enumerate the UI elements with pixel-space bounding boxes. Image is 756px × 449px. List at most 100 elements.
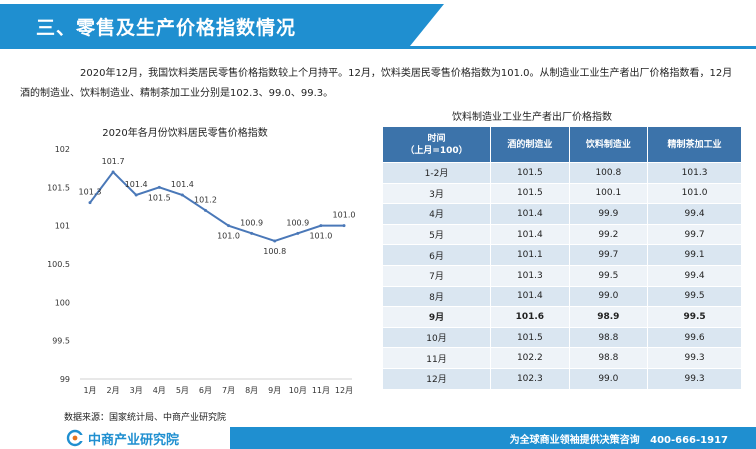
y-tick-label: 100 — [55, 298, 70, 307]
table-row: 3月 101.5 100.1 101.0 — [381, 182, 742, 205]
cell-liquor: 102.2 — [490, 347, 570, 369]
x-tick-label: 2月 — [107, 386, 120, 395]
x-tick-label: 10月 — [289, 386, 307, 395]
data-source: 数据来源：国家统计局、中商产业研究院 — [64, 413, 227, 423]
cell-liquor: 101.4 — [490, 285, 570, 308]
x-tick-label: 11月 — [312, 386, 330, 395]
table-row: 5月 101.4 99.2 99.7 — [381, 223, 742, 246]
table-row: 9月 101.6 98.9 99.5 — [381, 306, 742, 328]
data-point — [227, 224, 231, 228]
cell-time: 7月 — [381, 264, 492, 287]
cell-time: 10月 — [381, 326, 492, 349]
y-tick-label: 101 — [55, 222, 70, 231]
header-beverage: 饮料制造业 — [568, 126, 649, 163]
table-title: 饮料制造业工业生产者出厂价格指数 — [452, 112, 612, 123]
header: 三、零售及生产价格指数情况 — [0, 0, 756, 49]
ppi-table: 时间 （上月=100） 酒的制造业 饮料制造业 精制茶加工业 1-2月 101.5 1… — [381, 126, 742, 390]
y-tick-label: 102 — [55, 145, 70, 154]
data-point — [296, 231, 300, 235]
x-tick-label: 3月 — [130, 386, 143, 395]
data-point — [157, 185, 161, 189]
data-label: 101.0 — [309, 232, 332, 241]
data-label: 101.3 — [79, 188, 102, 197]
footer-phone: 400-666-1917 — [650, 435, 728, 446]
data-point — [342, 224, 346, 228]
ccid-logo-icon — [66, 429, 84, 447]
cell-time: 6月 — [381, 244, 492, 266]
data-point — [250, 231, 254, 235]
cell-liquor: 101.6 — [490, 306, 570, 328]
cell-time: 8月 — [381, 285, 492, 308]
data-label: 101.4 — [171, 180, 194, 189]
y-tick-label: 99.5 — [52, 337, 70, 346]
cell-tea: 99.3 — [647, 347, 742, 369]
cell-time: 5月 — [381, 223, 492, 246]
cell-beverage: 98.8 — [568, 347, 649, 369]
data-label: 101.7 — [102, 157, 125, 166]
chart-title: 2020年各月份饮料居民零售价格指数 — [102, 128, 268, 139]
table-row: 10月 101.5 98.8 99.6 — [381, 326, 742, 349]
table-row: 4月 101.4 99.9 99.4 — [381, 203, 742, 225]
data-label: 100.9 — [286, 218, 309, 227]
data-label: 101.2 — [194, 195, 217, 204]
cell-beverage: 100.8 — [568, 162, 649, 184]
cell-beverage: 99.5 — [568, 264, 649, 287]
footer-logo: 中商产业研究院 — [66, 428, 179, 448]
cell-beverage: 99.0 — [568, 367, 649, 390]
table-header-row: 时间 （上月=100） 酒的制造业 饮料制造业 精制茶加工业 — [381, 126, 742, 163]
summary-paragraph: 2020年12月，我国饮料类居民零售价格指数较上个月持平。12月，饮料类居民零售… — [20, 68, 733, 99]
header-bar — [0, 4, 444, 46]
table-row: 12月 102.3 99.0 99.3 — [381, 367, 742, 390]
x-tick-label: 9月 — [268, 386, 281, 395]
data-label: 101.0 — [333, 211, 356, 220]
cell-tea: 99.4 — [647, 264, 742, 287]
cell-liquor: 101.3 — [490, 264, 570, 287]
cell-tea: 99.5 — [647, 306, 742, 328]
cell-tea: 99.4 — [647, 203, 742, 225]
cell-tea: 99.1 — [647, 244, 742, 266]
footer-logo-area — [0, 427, 230, 449]
cell-tea: 99.3 — [647, 367, 742, 390]
x-tick-label: 8月 — [245, 386, 258, 395]
table-row: 8月 101.4 99.0 99.5 — [381, 285, 742, 308]
table-row: 1-2月 101.5 100.8 101.3 — [381, 162, 742, 184]
cell-tea: 99.5 — [647, 285, 742, 308]
page-title: 三、零售及生产价格指数情况 — [36, 17, 297, 39]
data-point — [134, 193, 138, 197]
cell-beverage: 99.0 — [568, 285, 649, 308]
cell-tea: 99.7 — [647, 223, 742, 246]
data-point — [88, 201, 92, 205]
cell-liquor: 101.4 — [490, 203, 570, 225]
cell-time: 11月 — [381, 347, 492, 369]
x-tick-label: 6月 — [199, 386, 212, 395]
data-point — [273, 239, 277, 243]
cell-tea: 101.0 — [647, 182, 742, 205]
cell-beverage: 99.7 — [568, 244, 649, 266]
cell-time: 1-2月 — [381, 162, 492, 184]
x-tick-label: 4月 — [153, 386, 166, 395]
table-row: 7月 101.3 99.5 99.4 — [381, 264, 742, 287]
cell-beverage: 100.1 — [568, 182, 649, 205]
cell-tea: 101.3 — [647, 162, 742, 184]
data-point — [180, 193, 184, 197]
x-tick-label: 12月 — [335, 386, 353, 395]
cell-time: 9月 — [381, 306, 492, 328]
header-tea: 精制茶加工业 — [647, 126, 742, 163]
cell-liquor: 102.3 — [490, 367, 570, 390]
x-tick-label: 1月 — [83, 386, 96, 395]
y-tick-label: 101.5 — [47, 183, 70, 192]
header-divider — [0, 46, 756, 49]
data-label: 100.8 — [263, 247, 286, 256]
retail-price-line-chart: 99 99.5 100 100.5 101 101.5 102 1月 2月 3月 4月 5月 6月 7月 8… — [47, 145, 356, 395]
cell-liquor: 101.5 — [490, 326, 570, 349]
cell-beverage: 99.2 — [568, 223, 649, 246]
cell-beverage: 98.9 — [568, 306, 649, 328]
footer-logo-text: 中商产业研究院 — [88, 432, 180, 448]
table-row: 11月 102.2 98.8 99.3 — [381, 347, 742, 369]
series-line — [89, 170, 344, 243]
cell-liquor: 101.5 — [490, 182, 570, 205]
data-label: 100.9 — [240, 218, 263, 227]
table-row: 6月 101.1 99.7 99.1 — [381, 244, 742, 266]
header-liquor: 酒的制造业 — [490, 126, 570, 163]
data-label: 101.0 — [217, 232, 240, 241]
